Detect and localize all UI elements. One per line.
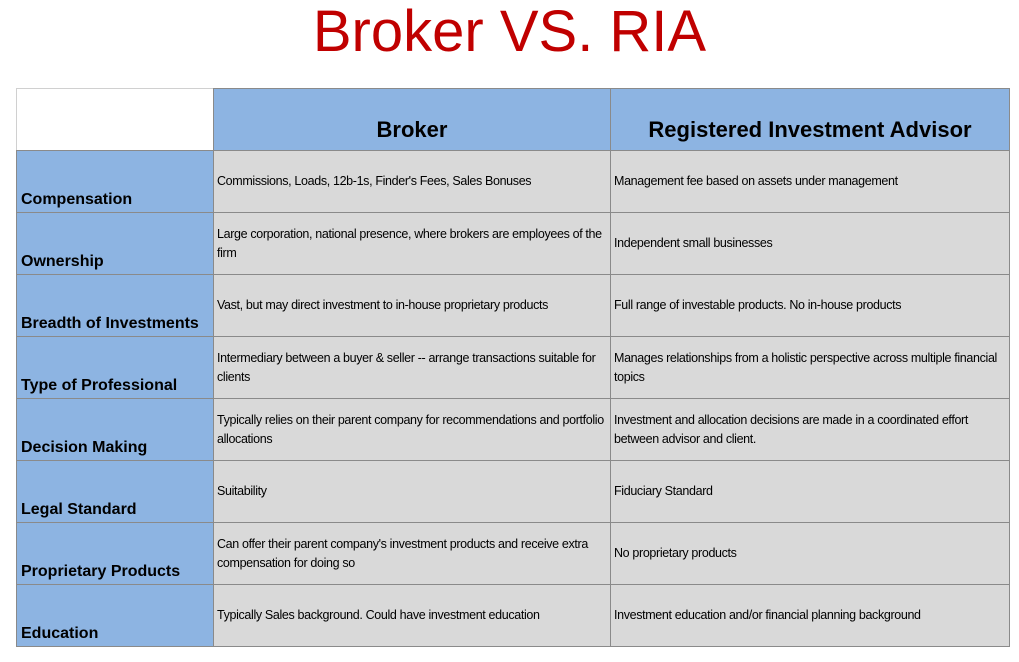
table-row: Legal Standard Suitability Fiduciary Sta… xyxy=(16,460,1010,523)
row-label: Type of Professional xyxy=(16,336,214,399)
table-row: Ownership Large corporation, national pr… xyxy=(16,212,1010,275)
table-row: Type of Professional Intermediary betwee… xyxy=(16,336,1010,399)
broker-cell: Vast, but may direct investment to in-ho… xyxy=(213,274,611,337)
broker-cell: Large corporation, national presence, wh… xyxy=(213,212,611,275)
broker-cell: Typically Sales background. Could have i… xyxy=(213,584,611,647)
row-label: Breadth of Investments xyxy=(16,274,214,337)
row-label: Decision Making xyxy=(16,398,214,461)
table-row: Compensation Commissions, Loads, 12b-1s,… xyxy=(16,150,1010,213)
row-label: Legal Standard xyxy=(16,460,214,523)
broker-cell: Suitability xyxy=(213,460,611,523)
row-label: Education xyxy=(16,584,214,647)
row-label: Ownership xyxy=(16,212,214,275)
ria-cell: Fiduciary Standard xyxy=(610,460,1010,523)
table-row: Education Typically Sales background. Co… xyxy=(16,584,1010,647)
broker-cell: Can offer their parent company's investm… xyxy=(213,522,611,585)
ria-cell: Independent small businesses xyxy=(610,212,1010,275)
header-corner-cell xyxy=(16,88,214,151)
table-row: Decision Making Typically relies on thei… xyxy=(16,398,1010,461)
broker-cell: Intermediary between a buyer & seller --… xyxy=(213,336,611,399)
table-row: Proprietary Products Can offer their par… xyxy=(16,522,1010,585)
ria-cell: Full range of investable products. No in… xyxy=(610,274,1010,337)
row-label: Compensation xyxy=(16,150,214,213)
ria-cell: Manages relationships from a holistic pe… xyxy=(610,336,1010,399)
header-broker: Broker xyxy=(213,88,611,151)
ria-cell: Investment education and/or financial pl… xyxy=(610,584,1010,647)
table-row: Breadth of Investments Vast, but may dir… xyxy=(16,274,1010,337)
broker-cell: Commissions, Loads, 12b-1s, Finder's Fee… xyxy=(213,150,611,213)
ria-cell: Investment and allocation decisions are … xyxy=(610,398,1010,461)
header-ria: Registered Investment Advisor xyxy=(610,88,1010,151)
table-header-row: Broker Registered Investment Advisor xyxy=(16,88,1010,151)
comparison-table: Broker Registered Investment Advisor Com… xyxy=(16,88,1010,647)
broker-cell: Typically relies on their parent company… xyxy=(213,398,611,461)
page-title: Broker VS. RIA xyxy=(312,0,707,64)
ria-cell: No proprietary products xyxy=(610,522,1010,585)
ria-cell: Management fee based on assets under man… xyxy=(610,150,1010,213)
row-label: Proprietary Products xyxy=(16,522,214,585)
